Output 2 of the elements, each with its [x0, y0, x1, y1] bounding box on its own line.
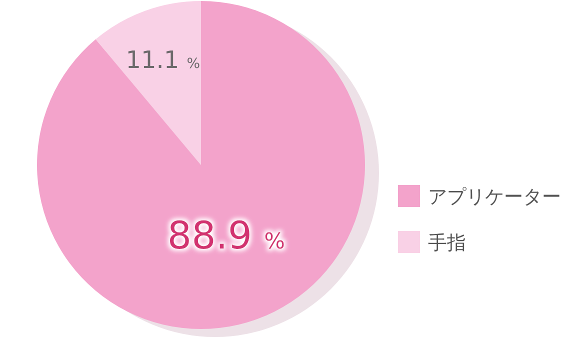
legend-label: アプリケーター	[428, 186, 561, 208]
legend-label: 手指	[428, 232, 466, 254]
